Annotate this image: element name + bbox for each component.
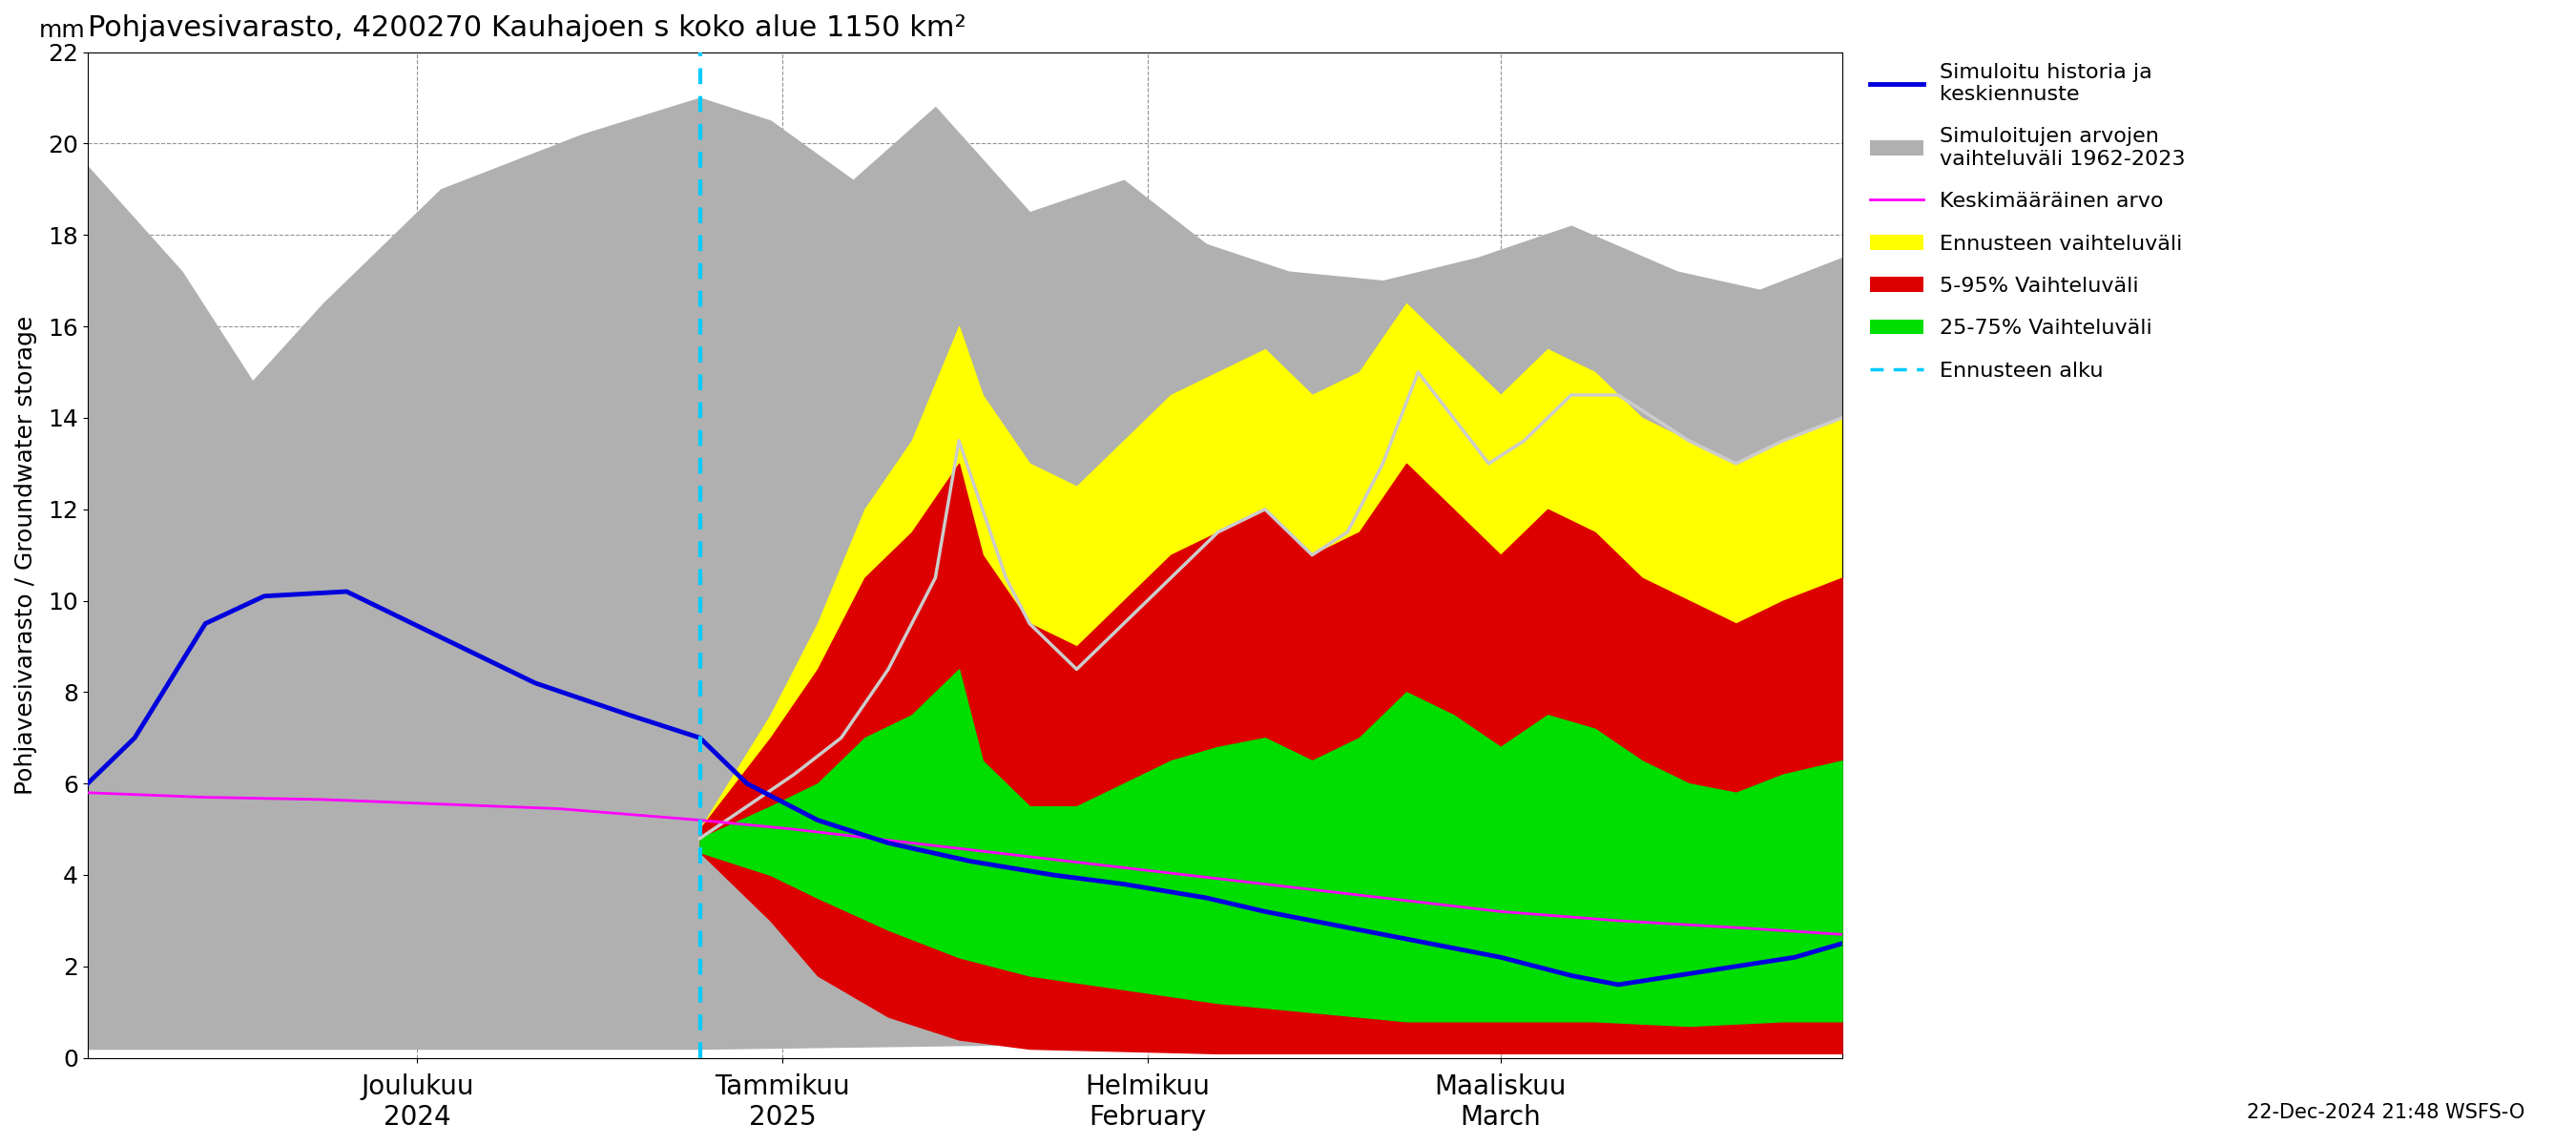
Text: Pohjavesivarasto, 4200270 Kauhajoen s koko alue 1150 km²: Pohjavesivarasto, 4200270 Kauhajoen s ko… xyxy=(88,14,966,42)
Text: mm: mm xyxy=(39,19,85,42)
Y-axis label: Pohjavesivarasto / Groundwater storage: Pohjavesivarasto / Groundwater storage xyxy=(15,315,36,795)
Legend: Simuloitu historia ja
keskiennuste, Simuloitujen arvojen
vaihteluväli 1962-2023,: Simuloitu historia ja keskiennuste, Simu… xyxy=(1870,63,2187,380)
Text: 22-Dec-2024 21:48 WSFS-O: 22-Dec-2024 21:48 WSFS-O xyxy=(2246,1103,2524,1122)
